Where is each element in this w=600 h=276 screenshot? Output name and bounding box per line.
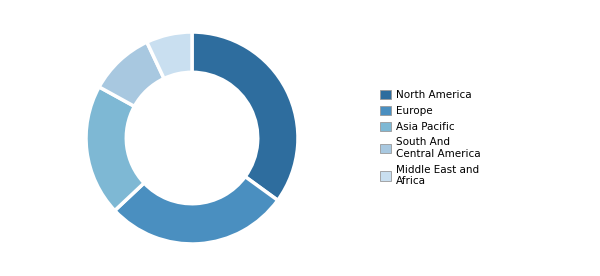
Wedge shape: [192, 32, 298, 200]
Wedge shape: [99, 42, 164, 106]
Wedge shape: [86, 87, 144, 211]
Legend: North America, Europe, Asia Pacific, South And
Central America, Middle East and
: North America, Europe, Asia Pacific, Sou…: [377, 86, 484, 190]
Wedge shape: [115, 177, 278, 244]
Wedge shape: [147, 32, 192, 79]
